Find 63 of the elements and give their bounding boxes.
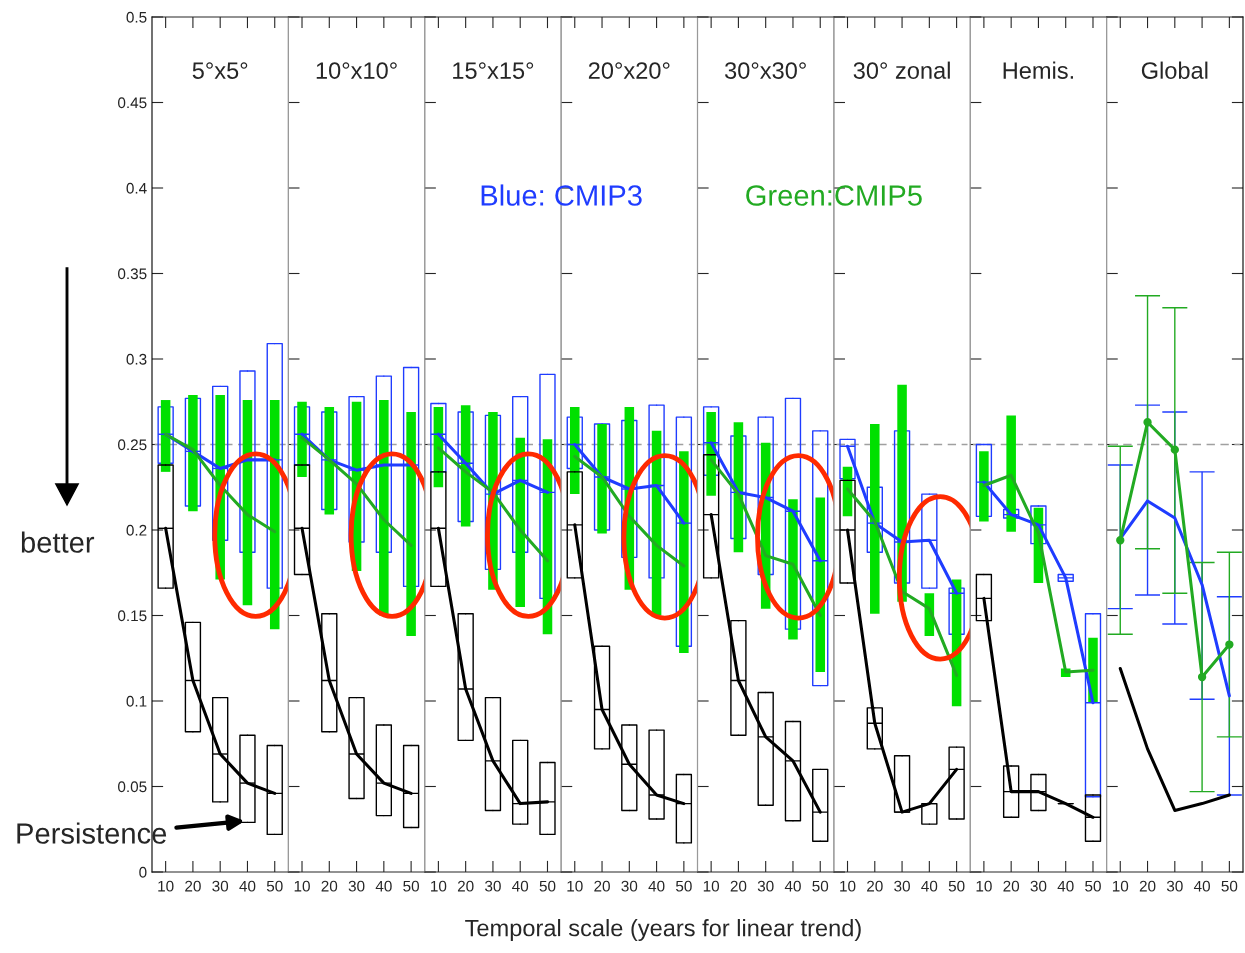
y-tick-label: 0.3 xyxy=(126,353,147,365)
text: 30°x30° xyxy=(724,62,806,79)
x-tick-label: 50 xyxy=(403,880,420,892)
y-tick-label: 0.45 xyxy=(118,97,147,109)
x-tick-label: 10 xyxy=(703,880,720,892)
y-tick-label: 0.1 xyxy=(126,695,147,707)
x-tick-label: 40 xyxy=(375,880,392,892)
x-tick-label: 20 xyxy=(1139,880,1156,892)
x-tick-label: 30 xyxy=(894,880,910,892)
x-tick-label: 10 xyxy=(1112,880,1129,892)
x-tick-label: 50 xyxy=(675,880,692,892)
x-tick-label: 30 xyxy=(485,880,501,892)
x-tick-label: 40 xyxy=(648,880,665,892)
x-tick-label: 20 xyxy=(1003,880,1020,892)
x-tick-label: 10 xyxy=(294,880,310,892)
text: 10°x10° xyxy=(316,62,397,79)
x-tick-label: 50 xyxy=(539,880,556,892)
x-tick-label: 30 xyxy=(212,880,229,892)
x-tick-label: 10 xyxy=(431,880,447,892)
y-tick-label: 0 xyxy=(139,866,147,878)
x-tick-label: 20 xyxy=(867,880,883,892)
x-tick-label: 30 xyxy=(1030,880,1047,892)
annotation: Blue: CMIP3 xyxy=(481,184,642,206)
text: 30° zonal xyxy=(853,61,950,79)
x-axis-title: Temporal scale (years for linear trend) xyxy=(465,919,861,942)
y-tick-label: 0.05 xyxy=(118,781,147,793)
x-tick-label: 10 xyxy=(567,880,583,892)
text: Global xyxy=(1141,61,1208,79)
annotation: Green:CMIP5 xyxy=(746,185,922,206)
x-tick-label: 20 xyxy=(457,880,474,892)
x-tick-label: 10 xyxy=(976,880,992,892)
x-tick-label: 40 xyxy=(1193,880,1210,892)
x-tick-label: 40 xyxy=(1057,880,1074,892)
y-tick-label: 0.2 xyxy=(126,524,147,536)
y-tick-label: 0.35 xyxy=(118,268,147,280)
y-tick-label: 0.25 xyxy=(118,439,147,451)
text: Hemis. xyxy=(1003,61,1074,79)
y-tick-label: 0.4 xyxy=(126,182,147,194)
x-tick-label: 20 xyxy=(185,880,201,892)
y-tick-label: 0.5 xyxy=(126,11,147,23)
x-tick-label: 50 xyxy=(812,880,829,892)
x-tick-label: 30 xyxy=(757,880,774,892)
x-tick-label: 20 xyxy=(594,880,610,892)
x-tick-label: 50 xyxy=(1221,880,1238,892)
x-tick-label: 30 xyxy=(1166,880,1183,892)
x-tick-label: 40 xyxy=(921,880,938,892)
text: 15°x15° xyxy=(453,62,534,79)
x-tick-label: 40 xyxy=(784,880,801,892)
y-tick-label: 0.15 xyxy=(118,610,147,622)
x-tick-label: 20 xyxy=(730,880,747,892)
x-tick-label: 50 xyxy=(948,880,965,892)
x-tick-label: 10 xyxy=(840,880,856,892)
x-tick-label: 10 xyxy=(158,880,174,892)
text: 20°x20° xyxy=(588,62,670,79)
x-tick-label: 50 xyxy=(1085,880,1101,892)
x-tick-label: 40 xyxy=(239,880,256,892)
x-tick-label: 20 xyxy=(321,880,338,892)
x-tick-label: 30 xyxy=(348,880,365,892)
text: better xyxy=(21,531,95,553)
x-tick-label: 50 xyxy=(266,880,283,892)
x-tick-label: 30 xyxy=(621,880,638,892)
text: 5°x5° xyxy=(192,62,248,79)
x-tick-label: 40 xyxy=(512,880,529,892)
